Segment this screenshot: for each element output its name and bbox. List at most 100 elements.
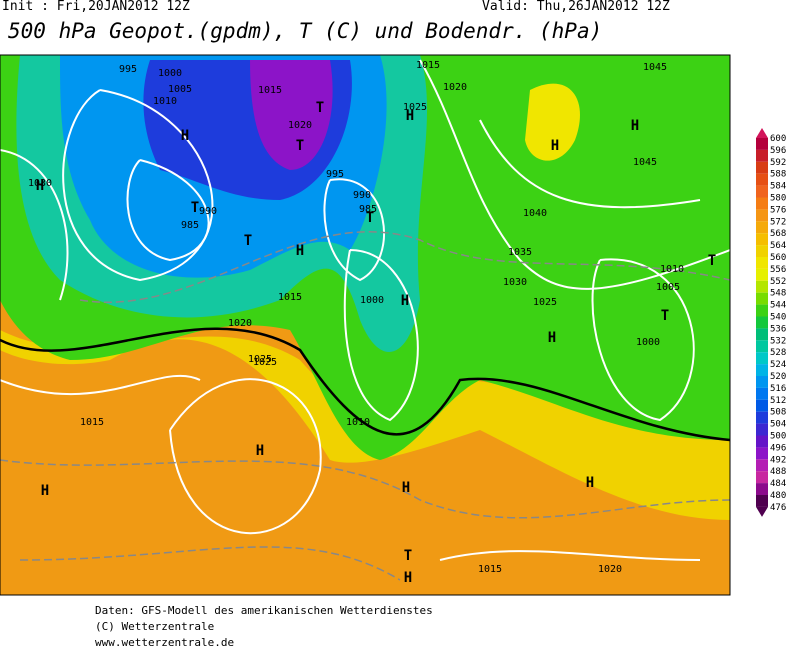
pressure-center: H (551, 138, 559, 154)
colorbar-swatch (756, 423, 768, 436)
colorbar-label: 544 (770, 301, 786, 311)
pressure-center: H (548, 330, 556, 346)
init-text: Init : Fri,20JAN2012 12Z (2, 0, 190, 14)
pressure-center: H (36, 178, 44, 194)
isobar-label: 1015 (278, 292, 302, 303)
colorbar-label: 532 (770, 336, 786, 346)
isobar-label: 985 (359, 204, 377, 215)
band-yellow2 (525, 83, 580, 161)
isobar-label: 1015 (80, 417, 104, 428)
colorbar-swatch (756, 471, 768, 484)
colorbar-label: 580 (770, 194, 786, 204)
colorbar-label: 484 (770, 479, 786, 489)
isobar-label: 1005 (656, 282, 680, 293)
colorbar-swatch (756, 185, 768, 198)
isobar-label: 1025 (533, 297, 557, 308)
map: 995 1000100510101015102010251030HHTTTTTHH… (0, 55, 730, 595)
colorbar-label: 528 (770, 348, 786, 358)
isobar-label: 1045 (643, 62, 667, 73)
isobars (0, 59, 730, 561)
isobar-label: 985 (181, 220, 199, 231)
isobar-label: 1025 (403, 102, 427, 113)
colorbar-swatch (756, 459, 768, 472)
colorbar-label: 560 (770, 253, 786, 263)
footer-line: www.wetterzentrale.de (95, 636, 234, 648)
pressure-center: T (366, 210, 374, 226)
colorbar-label: 564 (770, 241, 786, 251)
isobar-label: 1020 (443, 82, 467, 93)
colorbar-swatch (756, 245, 768, 257)
isobar-label: 1040 (523, 208, 547, 219)
colorbar-swatch (756, 221, 768, 234)
colorbar-label: 520 (770, 372, 786, 382)
colorbar-label: 536 (770, 324, 786, 334)
pressure-center: H (404, 570, 412, 586)
pressure-center: T (661, 308, 669, 324)
pressure-center: H (631, 118, 639, 134)
colorbar-label: 488 (770, 467, 786, 477)
pressure-center: T (244, 233, 252, 249)
footer-line: (C) Wetterzentrale (95, 620, 214, 633)
colorbar-label: 588 (770, 170, 786, 180)
pressure-center: H (586, 475, 594, 491)
colorbar-cap (756, 128, 768, 138)
colorbar-swatch (756, 387, 768, 400)
isobar-label: 990 (353, 190, 371, 201)
colorbar-cap (756, 506, 768, 517)
colorbar-swatch (756, 435, 768, 448)
pressure-center: H (406, 108, 414, 124)
colorbar-swatch (756, 316, 768, 329)
colorbar-swatch (756, 209, 768, 222)
pressure-center: T (404, 548, 412, 564)
colorbar-label: 508 (770, 408, 786, 418)
colorbar-label: 592 (770, 158, 786, 168)
isobar-label: 1000 (636, 337, 660, 348)
colorbar-swatch (756, 399, 768, 412)
pressure-center: T (316, 100, 324, 116)
isobar-label: 1020 (598, 564, 622, 575)
colorbar-swatch (756, 352, 768, 365)
colorbar-swatch (756, 364, 768, 376)
colorbar-swatch (756, 495, 768, 507)
isobar-label: 1030 (28, 178, 52, 189)
band-purple (250, 60, 333, 170)
isobar-label: 1015 (478, 564, 502, 575)
colorbar-label: 516 (770, 384, 786, 394)
colorbar-label: 556 (770, 265, 786, 275)
colorbar-swatch (756, 376, 768, 388)
pressure-center: T (296, 138, 304, 154)
pressure-center: H (181, 128, 189, 144)
pressure-center: H (41, 483, 49, 499)
isobar-label: 1010 (660, 264, 684, 275)
colorbar-label: 600 (770, 134, 786, 144)
isobar-label: 990 (199, 206, 217, 217)
pressure-center: T (708, 253, 716, 269)
isobar-label: 1020 (288, 120, 312, 131)
colorbar-label: 596 (770, 146, 786, 156)
isobar-label: 995 (326, 169, 344, 180)
pressure-center: T (191, 200, 199, 216)
colorbar-swatch (756, 483, 768, 495)
isobar-label: 1000 (360, 295, 384, 306)
isobar-label: 995 (119, 64, 137, 75)
colorbar-label: 496 (770, 443, 786, 453)
colorbar-label: 476 (770, 503, 786, 513)
colorbar-swatch (756, 411, 768, 424)
colorbar-swatch (756, 292, 768, 305)
colorbar-label: 500 (770, 432, 786, 442)
colorbar-label: 584 (770, 182, 786, 192)
pressure-center: H (401, 293, 409, 309)
isobar-label: 1045 (633, 157, 657, 168)
contour-552 (0, 327, 730, 442)
colorbar-swatch (756, 447, 768, 460)
isobar-label: 1015 (416, 60, 440, 71)
colorbar-swatch (756, 149, 768, 162)
pressure-center: H (256, 443, 264, 459)
isobar-label: 1005 (168, 84, 192, 95)
pressure-center: H (296, 243, 304, 259)
colorbar-swatch (756, 257, 768, 269)
colorbar-label: 504 (770, 420, 786, 430)
title: 500 hPa Geopot.(gpdm), T (C) und Bodendr… (8, 19, 602, 43)
isobar-label: 1010 (153, 96, 177, 107)
